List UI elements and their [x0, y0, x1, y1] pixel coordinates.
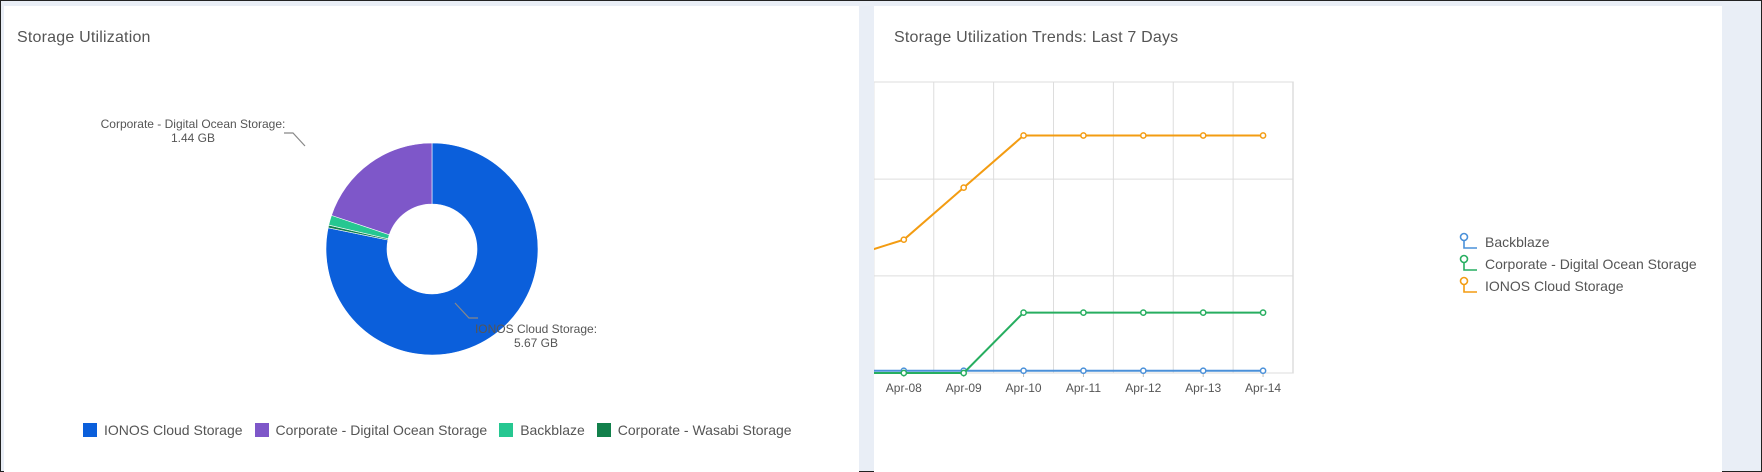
line-legend: Backblaze Corporate - Digital Ocean Stor… [1459, 231, 1697, 297]
data-point-corporate-digital-ocean-storage[interactable] [1139, 309, 1147, 316]
pie-slice-ionos-cloud-storage[interactable] [325, 142, 539, 356]
data-point-corporate-digital-ocean-storage[interactable] [1080, 309, 1087, 316]
line-chart: 0 B4.66 GB9.31 GB13.97 GBApr-07Apr-08Apr… [874, 81, 1294, 395]
legend-swatch [499, 423, 514, 437]
storage-utilization-panel: Storage Utilization Corporate - Digital … [4, 6, 859, 472]
callout-value-digital-ocean: 1.44 GB [171, 131, 215, 145]
data-point-corporate-digital-ocean-storage[interactable] [1020, 309, 1027, 316]
legend-label: IONOS Cloud Storage [104, 422, 243, 438]
legend-item-ionos[interactable]: IONOS Cloud Storage [1459, 275, 1697, 297]
panel-title: Storage Utilization Trends: Last 7 Days [894, 29, 1179, 46]
legend-item-backblaze[interactable]: Backblaze [1459, 231, 1697, 253]
panel-title: Storage Utilization [17, 29, 151, 46]
series-line-corporate-digital-ocean-storage [874, 311, 1264, 374]
data-point-corporate-digital-ocean-storage[interactable] [1259, 309, 1267, 316]
data-point-ionos-cloud-storage[interactable] [1020, 132, 1027, 139]
legend-label: Corporate - Wasabi Storage [617, 422, 792, 438]
line-marker-icon [1459, 276, 1477, 293]
data-point-ionos-cloud-storage[interactable] [1139, 132, 1147, 139]
callout-line-ionos [454, 302, 478, 319]
data-point-ionos-cloud-storage[interactable] [960, 184, 968, 191]
x-tick-label: Apr-14 [1245, 381, 1281, 395]
legend-label: Corporate - Digital Ocean Storage [1485, 256, 1697, 272]
data-point-corporate-digital-ocean-storage[interactable] [900, 369, 908, 377]
legend-label: Backblaze [520, 422, 585, 438]
data-point-corporate-digital-ocean-storage[interactable] [1199, 309, 1207, 316]
legend-swatch [83, 423, 97, 437]
line-marker-icon [1459, 254, 1477, 271]
legend-item-ionos[interactable]: IONOS Cloud Storage [83, 422, 243, 438]
legend-item-digital-ocean[interactable]: Corporate - Digital Ocean Storage [254, 422, 488, 438]
data-point-backblaze[interactable] [1199, 367, 1207, 375]
storage-trends-panel: Storage Utilization Trends: Last 7 Days … [874, 6, 1722, 472]
legend-item-wasabi[interactable]: Corporate - Wasabi Storage [596, 422, 792, 438]
data-point-backblaze[interactable] [1259, 367, 1267, 375]
callout-value-ionos: 5.67 GB [514, 336, 558, 350]
x-tick-label: Apr-08 [886, 381, 922, 395]
data-point-ionos-cloud-storage[interactable] [1199, 132, 1207, 139]
callout-label-ionos: IONOS Cloud Storage: [475, 322, 597, 336]
legend-swatch [254, 423, 269, 437]
data-point-backblaze[interactable] [1080, 367, 1087, 375]
plot-area [874, 81, 1294, 374]
data-point-backblaze[interactable] [1020, 367, 1027, 375]
series-line-ionos-cloud-storage [874, 134, 1264, 251]
callout-line-digital-ocean [284, 132, 306, 147]
data-point-ionos-cloud-storage[interactable] [1080, 132, 1087, 139]
callout-label-digital-ocean: Corporate - Digital Ocean Storage: [101, 117, 286, 131]
x-tick-label: Apr-12 [1125, 381, 1161, 395]
pie-slice-corporate-digital-ocean-storage[interactable] [331, 142, 433, 236]
data-point-corporate-digital-ocean-storage[interactable] [960, 369, 968, 377]
x-tick-label: Apr-10 [1006, 381, 1042, 395]
legend-label: IONOS Cloud Storage [1485, 278, 1624, 294]
line-marker-icon [1459, 232, 1477, 249]
data-point-ionos-cloud-storage[interactable] [1259, 132, 1267, 139]
pie-legend: IONOS Cloud Storage Corporate - Digital … [83, 422, 804, 438]
legend-item-digital-ocean[interactable]: Corporate - Digital Ocean Storage [1459, 253, 1697, 275]
x-tick-label: Apr-11 [1066, 381, 1101, 395]
x-tick-label: Apr-09 [946, 381, 982, 395]
data-point-backblaze[interactable] [1139, 367, 1147, 375]
legend-swatch [596, 423, 611, 437]
legend-label: Backblaze [1485, 234, 1550, 250]
legend-item-backblaze[interactable]: Backblaze [499, 422, 585, 438]
legend-label: Corporate - Digital Ocean Storage [275, 422, 488, 438]
x-tick-label: Apr-13 [1185, 381, 1221, 395]
data-point-ionos-cloud-storage[interactable] [900, 236, 908, 244]
donut-chart: Corporate - Digital Ocean Storage: 1.44 … [101, 117, 597, 356]
